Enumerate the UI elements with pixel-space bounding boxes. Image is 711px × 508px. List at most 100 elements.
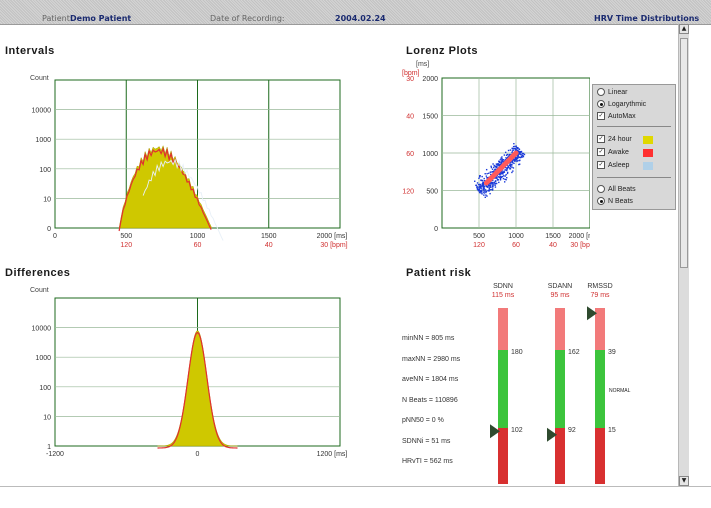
h24-checkbox[interactable]: ✓ (597, 135, 605, 144)
lorenz-point (476, 187, 479, 189)
lorenz-point (492, 183, 494, 186)
differences-chart: Count 10000 1000 100 10 1 -1200 0 1200 [ms] (30, 287, 347, 458)
lorenz-point (480, 187, 482, 189)
lorenz-x-tick: 2000 [ms] (569, 233, 590, 240)
scale-linear-option[interactable]: Linear (597, 88, 627, 98)
lorenz-point (501, 175, 504, 178)
lorenz-point (491, 171, 494, 173)
n-beats-label: N Beats (608, 198, 633, 205)
scroll-up-button[interactable]: ▲ (679, 24, 689, 34)
all-beats-radio[interactable] (597, 185, 605, 194)
n-beats-option[interactable]: N Beats (597, 197, 633, 207)
lorenz-point (483, 185, 485, 187)
lorenz-point (498, 161, 501, 163)
lorenz-point (504, 166, 506, 169)
lorenz-y-tick: 1500 (422, 114, 438, 121)
lorenz-point (499, 159, 502, 161)
risk-lower-threshold: 15 (608, 427, 616, 434)
lorenz-bpm-y-tick: 60 (406, 151, 414, 158)
lorenz-point (507, 156, 509, 158)
n-beats-radio[interactable] (597, 197, 605, 206)
differences-y-tick: 10 (43, 414, 51, 421)
intervals-y-tick: 10 (43, 196, 51, 203)
lorenz-point (479, 186, 481, 188)
risk-status: NORMAL (609, 388, 631, 394)
lorenz-point (515, 149, 517, 151)
lorenz-point (498, 165, 501, 167)
lorenz-y-tick: 0 (434, 226, 438, 233)
lorenz-point (521, 154, 523, 156)
intervals-bpm-tick: 30 [bpm] (320, 242, 347, 249)
lorenz-point (511, 171, 513, 174)
risk-stat: aveNN = 1804 ms (402, 376, 459, 383)
lorenz-point (482, 183, 485, 185)
lorenz-x-tick: 500 (473, 233, 485, 240)
lorenz-point (517, 155, 519, 157)
asleep-color-swatch (643, 162, 653, 170)
lorenz-point (516, 157, 518, 159)
lorenz-point (520, 155, 523, 158)
asleep-option[interactable]: ✓ Asleep (597, 161, 629, 171)
all-beats-option[interactable]: All Beats (597, 185, 636, 195)
h24-label: 24 hour (608, 136, 632, 143)
lorenz-point (497, 179, 499, 181)
lorenz-scatter-cloud (474, 142, 526, 199)
risk-low-zone (555, 428, 565, 484)
all-beats-label: All Beats (608, 186, 636, 193)
lorenz-point (519, 151, 521, 153)
lorenz-point (509, 163, 512, 166)
lorenz-point (477, 183, 480, 186)
patient-value: Demo Patient (70, 14, 132, 23)
lorenz-point (516, 156, 519, 158)
risk-upper-threshold: 180 (511, 349, 523, 356)
lorenz-point (514, 149, 517, 151)
risk-normal-zone (498, 350, 508, 428)
asleep-checkbox[interactable]: ✓ (597, 161, 605, 170)
lorenz-point (482, 187, 485, 190)
intervals-awake-line (118, 146, 212, 232)
automax-checkbox[interactable]: ✓ (597, 112, 605, 121)
logarithmic-label: Logarythmic (608, 101, 647, 108)
lorenz-point (506, 168, 508, 171)
scroll-down-button[interactable]: ▼ (679, 476, 689, 486)
lorenz-point (500, 175, 502, 178)
lorenz-point (505, 167, 508, 169)
lorenz-point (519, 159, 521, 162)
lorenz-point (482, 191, 484, 193)
differences-24h-area (157, 330, 238, 447)
awake-checkbox[interactable]: ✓ (597, 148, 605, 157)
lorenz-point (496, 178, 499, 180)
lorenz-point (489, 183, 491, 185)
lorenz-y-tick: 1000 (422, 151, 438, 158)
intervals-bpm-tick: 40 (265, 242, 273, 249)
scroll-thumb[interactable] (680, 38, 688, 268)
lorenz-point (492, 179, 494, 182)
logarithmic-radio[interactable] (597, 100, 605, 109)
lorenz-point (491, 185, 494, 187)
lorenz-point (494, 184, 496, 187)
awake-option[interactable]: ✓ Awake (597, 148, 629, 158)
lorenz-point (521, 152, 524, 155)
risk-bar-name: RMSSD (587, 283, 612, 290)
lorenz-bpm-y-tick: 120 (402, 189, 414, 196)
risk-lower-threshold: 92 (568, 427, 576, 434)
differences-title: Differences (5, 267, 71, 279)
risk-stat: HRvTI = 562 ms (402, 458, 453, 465)
lorenz-point (512, 161, 514, 164)
lorenz-point (523, 153, 526, 156)
lorenz-point (495, 182, 498, 185)
lorenz-bpm-x-tick: 60 (512, 242, 520, 249)
intervals-histogram (118, 144, 224, 241)
lorenz-point (516, 157, 519, 160)
intervals-x-tick: 500 (120, 233, 132, 240)
h24-option[interactable]: ✓ 24 hour (597, 135, 632, 145)
lorenz-point (513, 159, 516, 162)
linear-radio[interactable] (597, 88, 605, 97)
risk-bars: SDNN 115 ms 180 102 SDANN 95 ms 162 92 RMSSD 79 m… (490, 283, 631, 484)
lorenz-point (506, 177, 508, 179)
lorenz-point (491, 188, 494, 190)
automax-option[interactable]: ✓ AutoMax (597, 112, 636, 122)
scale-log-option[interactable]: Logarythmic (597, 100, 646, 110)
vertical-scrollbar[interactable]: ▲ ▼ (678, 24, 689, 486)
lorenz-point (500, 172, 503, 175)
